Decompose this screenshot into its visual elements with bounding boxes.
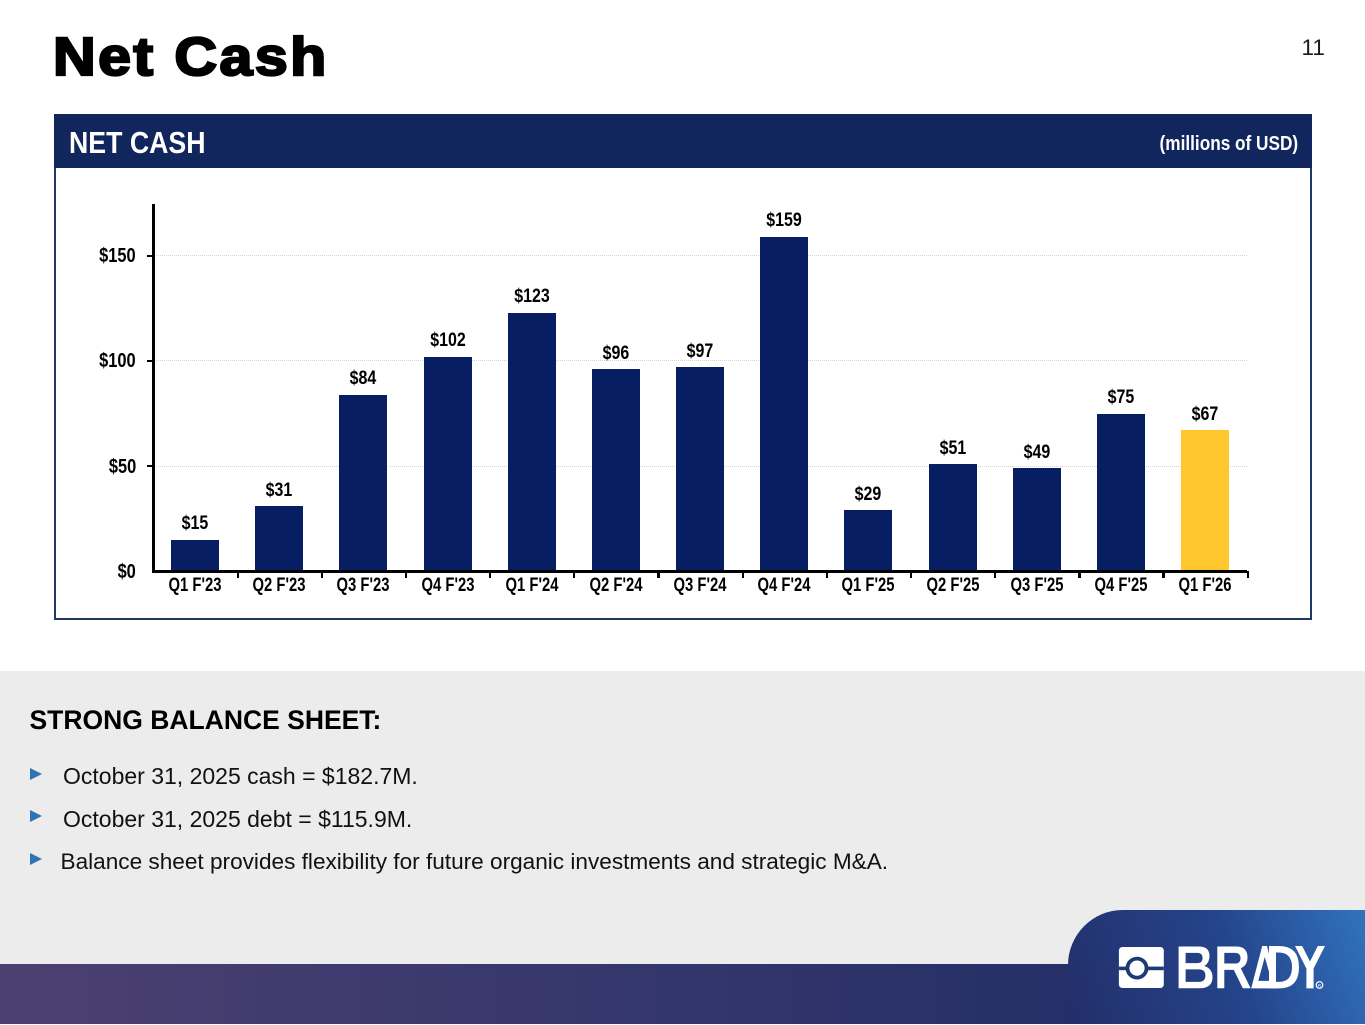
svg-text:R: R (1318, 983, 1321, 988)
